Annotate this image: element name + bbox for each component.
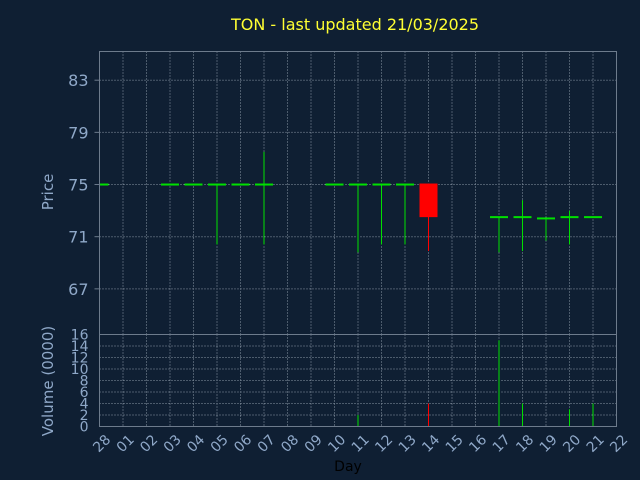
candle-body [255, 183, 273, 186]
x-tick-label: 09 [302, 432, 326, 456]
candle-body [419, 183, 438, 218]
x-tick-labels: 28 01 02 03 04 05 06 07 08 09 10 11 12 13 14 15 16 17 18 19… [90, 432, 631, 456]
x-tick-label: 01 [114, 432, 138, 456]
x-tick-label: 15 [443, 432, 467, 456]
candle-07 [255, 151, 273, 245]
x-tick-label: 13 [396, 432, 420, 456]
x-tick-label: 05 [208, 432, 232, 456]
volume-axis-label: Volume (0000) [39, 326, 57, 436]
candle-body [208, 183, 226, 186]
candle-body [513, 216, 532, 219]
x-tick-label: 08 [278, 432, 302, 456]
candle-21 [584, 216, 602, 219]
x-tick-label: 17 [490, 432, 514, 456]
candle-06 [231, 183, 250, 186]
candle-body [372, 183, 391, 186]
volume-tick-label: 2 [80, 408, 89, 424]
price-tick-label: 79 [68, 123, 88, 142]
candle-14 [419, 183, 438, 252]
volume-bars [357, 340, 594, 427]
volume-tick-label: 14 [71, 339, 89, 355]
x-tick-label: 28 [90, 432, 114, 456]
volume-grid [99, 334, 617, 427]
x-tick-label: 07 [255, 432, 279, 456]
x-axis-label: Day [334, 459, 362, 475]
x-tick-label: 10 [325, 432, 349, 456]
candle-11 [349, 183, 367, 253]
candle-body [349, 183, 367, 186]
candle-19 [537, 217, 555, 241]
price-axis-label: Price [39, 174, 57, 211]
price-grid [94, 51, 617, 335]
price-tick-labels: 67 71 75 79 83 [68, 71, 88, 299]
candle-10 [325, 183, 344, 186]
candle-body [99, 183, 109, 186]
candle-body [396, 183, 414, 186]
x-tick-label: 20 [560, 432, 584, 456]
candle-12 [372, 183, 391, 245]
x-tick-label: 06 [231, 432, 255, 456]
candle-body [537, 217, 555, 220]
candle-13 [396, 183, 414, 245]
price-tick-label: 71 [68, 228, 88, 247]
x-tick-label: 04 [184, 432, 208, 456]
price-tick-label: 67 [68, 280, 88, 299]
volume-tick-label: 4 [80, 397, 89, 413]
x-tick-label: 14 [419, 432, 443, 456]
x-tick-label: 21 [584, 432, 608, 456]
candle-28 [99, 183, 109, 186]
volume-tick-label: 8 [80, 374, 89, 390]
volume-tick-label: 12 [71, 351, 89, 367]
candle-body [325, 183, 344, 186]
candle-body [184, 183, 203, 186]
candle-body [231, 183, 250, 186]
chart-title: TON - last updated 21/03/2025 [230, 15, 479, 34]
x-tick-label: 19 [537, 432, 561, 456]
x-tick-label: 12 [372, 432, 396, 456]
candle-body [490, 216, 508, 219]
x-tick-label: 03 [161, 432, 185, 456]
volume-tick-label: 0 [80, 420, 89, 436]
candle-18 [513, 200, 532, 252]
x-tick-label: 18 [513, 432, 537, 456]
price-tick-label: 75 [68, 176, 88, 195]
candle-20 [560, 210, 579, 245]
candle-04 [184, 183, 203, 186]
candles [99, 151, 602, 253]
x-tick-label: 22 [607, 432, 631, 456]
candle-body [161, 183, 179, 186]
x-tick-label: 11 [349, 432, 373, 456]
volume-tick-label: 10 [71, 362, 89, 378]
x-tick-label: 02 [137, 432, 161, 456]
candle-body [584, 216, 602, 219]
candle-body [560, 216, 579, 219]
volume-tick-label: 16 [71, 328, 89, 344]
candle-03 [161, 183, 179, 186]
candle-17 [490, 216, 508, 253]
volume-tick-label: 6 [80, 385, 89, 401]
x-tick-label: 16 [466, 432, 490, 456]
price-tick-label: 83 [68, 71, 88, 90]
volume-plot-frame [99, 334, 617, 427]
candle-05 [208, 183, 226, 245]
